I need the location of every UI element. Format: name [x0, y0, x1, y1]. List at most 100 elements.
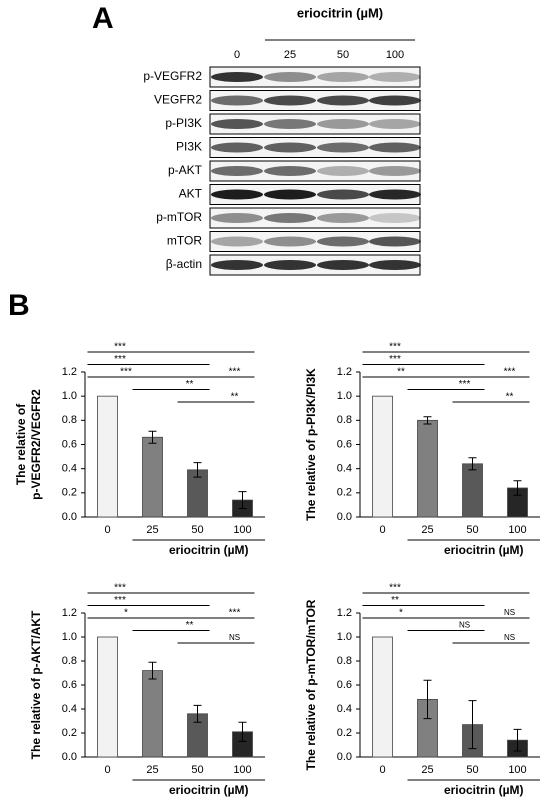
- significance-label: ***: [229, 367, 241, 378]
- significance-label: **: [186, 620, 194, 631]
- y-tick-label: 1.0: [62, 631, 77, 643]
- blot-band: [317, 95, 369, 106]
- x-axis-label: eriocitrin (µM): [444, 783, 524, 797]
- panel-label: A: [92, 2, 114, 35]
- blot-row-label: mTOR: [167, 234, 202, 248]
- blot-band: [264, 213, 316, 223]
- x-tick-label: 25: [421, 764, 433, 776]
- significance-label: ***: [229, 608, 241, 619]
- error-bar: [468, 700, 477, 750]
- x-axis-label: eriocitrin (µM): [169, 543, 249, 557]
- blot-band: [264, 260, 316, 270]
- significance-label: ***: [114, 583, 126, 594]
- blot-band: [211, 213, 263, 223]
- significance-label: *: [124, 608, 128, 619]
- blot-row-label: p-VEGFR2: [143, 69, 202, 83]
- blot-band: [264, 72, 316, 82]
- significance-label: NS: [504, 608, 515, 617]
- blot-title: eriocitrin (µM): [297, 5, 383, 20]
- error-bar: [513, 728, 522, 752]
- significance-label: *: [399, 608, 403, 619]
- error-bar: [513, 480, 522, 496]
- significance-label: ***: [459, 379, 471, 390]
- y-tick-label: 0.2: [337, 487, 352, 499]
- y-tick-label: 0.6: [337, 438, 352, 450]
- blot-band: [211, 95, 263, 106]
- y-tick-label: 0.8: [62, 414, 77, 426]
- y-tick-label: 1.0: [62, 390, 77, 402]
- y-tick-label: 1.2: [337, 366, 352, 378]
- blot-row-label: p-PI3K: [165, 116, 202, 130]
- significance-label: **: [231, 392, 239, 403]
- significance-label: NS: [229, 633, 240, 642]
- y-tick-label: 0.6: [337, 679, 352, 691]
- blot-band: [211, 236, 263, 247]
- y-axis-label: The relative of: [14, 403, 28, 485]
- x-tick-label: 50: [191, 524, 203, 536]
- error-bar: [193, 704, 202, 723]
- blot-band: [211, 260, 263, 270]
- blot-band: [369, 236, 421, 247]
- y-tick-label: 0.0: [62, 511, 77, 523]
- x-tick-label: 100: [508, 524, 526, 536]
- bar: [142, 436, 163, 518]
- y-tick-label: 0.8: [62, 655, 77, 667]
- significance-label: ***: [389, 354, 401, 365]
- blot-row-label: PI3K: [176, 140, 202, 154]
- lane-label: 0: [234, 49, 240, 61]
- significance-label: NS: [504, 633, 515, 642]
- blot-row-label: VEGFR2: [154, 93, 202, 107]
- y-axis-label: The relative of p-AKT/AKT: [29, 610, 43, 759]
- significance-label: ***: [114, 342, 126, 353]
- y-tick-label: 0.2: [62, 487, 77, 499]
- blot-band: [369, 260, 421, 270]
- y-tick-label: 0.8: [337, 414, 352, 426]
- blot-band: [317, 236, 369, 247]
- blot-row-label: p-AKT: [168, 163, 203, 177]
- significance-label: **: [391, 595, 399, 606]
- blot-band: [317, 72, 369, 82]
- bar: [417, 419, 438, 518]
- blot-band: [264, 95, 316, 106]
- significance-label: ***: [114, 595, 126, 606]
- significance-label: ***: [504, 367, 516, 378]
- significance-label: **: [186, 379, 194, 390]
- y-tick-label: 1.0: [337, 631, 352, 643]
- x-tick-label: 25: [421, 524, 433, 536]
- x-tick-label: 25: [146, 764, 158, 776]
- y-tick-label: 1.2: [62, 607, 77, 619]
- significance-label: NS: [459, 621, 470, 630]
- blot-band: [317, 142, 369, 153]
- blot-band: [211, 166, 263, 176]
- y-tick-label: 0.8: [337, 655, 352, 667]
- blot-band: [264, 142, 316, 153]
- y-tick-label: 0.2: [337, 727, 352, 739]
- y-tick-label: 0.4: [62, 463, 77, 475]
- significance-label: ***: [114, 354, 126, 365]
- x-tick-label: 25: [146, 524, 158, 536]
- blot-band: [317, 260, 369, 270]
- y-tick-label: 0.6: [62, 679, 77, 691]
- bar: [142, 670, 163, 758]
- y-tick-label: 0.6: [62, 438, 77, 450]
- blot-band: [264, 166, 316, 176]
- blot-band: [264, 189, 316, 200]
- bar: [462, 463, 483, 518]
- x-tick-label: 100: [508, 764, 526, 776]
- error-bar: [238, 721, 247, 742]
- significance-label: ***: [389, 583, 401, 594]
- lane-label: 25: [284, 49, 296, 61]
- y-tick-label: 0.0: [62, 751, 77, 763]
- x-tick-label: 0: [379, 524, 385, 536]
- x-axis-label: eriocitrin (µM): [169, 783, 249, 797]
- bar: [372, 636, 393, 758]
- blot-row-label: p-mTOR: [156, 210, 202, 224]
- significance-label: ***: [389, 342, 401, 353]
- bar: [97, 636, 118, 758]
- y-tick-label: 1.2: [337, 607, 352, 619]
- significance-label: ***: [120, 367, 132, 378]
- y-tick-label: 0.4: [337, 703, 352, 715]
- blot-band: [211, 119, 263, 129]
